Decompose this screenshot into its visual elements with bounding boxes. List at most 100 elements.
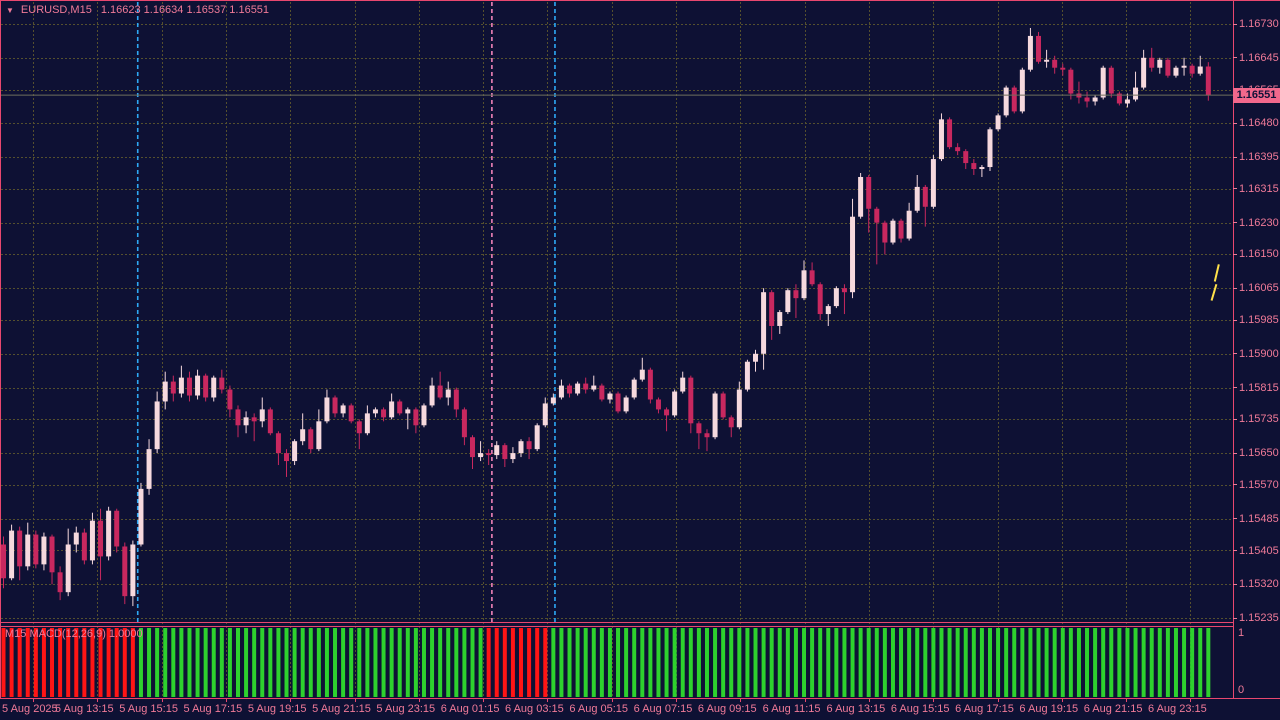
price-tick-label: 1.16730 xyxy=(1239,18,1279,30)
macd-bar xyxy=(292,628,297,697)
macd-bar xyxy=(1068,628,1073,697)
macd-bar xyxy=(753,628,758,697)
macd-bar xyxy=(478,628,483,697)
candle-body xyxy=(930,159,936,207)
candlestick-series xyxy=(1,27,1211,607)
macd-bar xyxy=(244,628,249,697)
macd-bar xyxy=(502,628,507,697)
trade-marker-icon xyxy=(1210,264,1220,301)
macd-bar xyxy=(114,628,119,697)
macd-bar xyxy=(195,628,200,697)
candle-body xyxy=(381,409,387,418)
macd-bar xyxy=(138,628,143,697)
price-tick xyxy=(1233,319,1237,321)
chevron-down-icon[interactable]: ▼ xyxy=(6,6,14,15)
price-tick-label: 1.15570 xyxy=(1239,478,1279,491)
candle-body xyxy=(647,369,653,400)
panel-splitter-bottom[interactable] xyxy=(0,626,1233,627)
time-tick xyxy=(740,698,742,702)
price-tick-label: 1.16480 xyxy=(1239,117,1279,130)
macd-bar xyxy=(187,628,192,697)
price-axis-border xyxy=(1233,0,1234,698)
candle-body xyxy=(316,421,322,450)
candle-body xyxy=(1205,66,1211,96)
macd-bar xyxy=(308,628,313,697)
candle-body xyxy=(89,520,95,561)
candle-body xyxy=(1011,87,1017,112)
panel-splitter-top[interactable] xyxy=(0,622,1233,623)
candle-body xyxy=(259,409,265,422)
time-tick-label: 6 Aug 09:15 xyxy=(697,703,757,715)
macd-bar xyxy=(203,628,208,697)
time-tick xyxy=(547,698,549,702)
price-tick-label: 1.16395 xyxy=(1239,151,1279,164)
price-tick-label: 1.16150 xyxy=(1239,248,1279,261)
time-tick xyxy=(161,698,163,702)
candle-body xyxy=(421,405,427,426)
candle-body xyxy=(453,389,459,410)
macd-bar xyxy=(284,628,289,697)
time-tick-label: 6 Aug 07:15 xyxy=(633,703,693,715)
candle-body xyxy=(284,453,290,462)
macd-bar xyxy=(745,628,750,697)
candle-body xyxy=(1068,69,1074,94)
candle-body xyxy=(445,389,451,398)
time-tick xyxy=(868,698,870,702)
candle-body xyxy=(267,409,273,434)
macd-bar xyxy=(510,628,515,697)
price-tick xyxy=(1233,353,1237,355)
candle-body xyxy=(1100,67,1106,98)
time-tick xyxy=(676,698,677,702)
candle-body xyxy=(526,441,532,450)
candle-body xyxy=(720,393,726,418)
time-tick xyxy=(354,698,356,702)
candle-body xyxy=(761,292,767,354)
candle-body xyxy=(510,453,516,460)
macd-bar xyxy=(373,628,378,697)
time-tick-label: 6 Aug 21:15 xyxy=(1083,703,1143,715)
candle-body xyxy=(769,292,775,326)
candle-body xyxy=(1189,65,1195,74)
candle-body xyxy=(599,385,605,400)
macd-bar xyxy=(664,628,669,697)
macd-bar xyxy=(890,628,895,697)
macd-bar xyxy=(486,628,491,697)
macd-bar xyxy=(987,628,992,697)
macd-bar xyxy=(858,628,863,697)
macd-bar xyxy=(802,628,807,697)
macd-bar xyxy=(656,628,661,697)
candle-body xyxy=(914,186,920,211)
macd-bar xyxy=(106,628,111,697)
macd-bar xyxy=(324,628,329,697)
macd-bar xyxy=(559,628,564,697)
macd-bar xyxy=(333,628,338,697)
candle-body xyxy=(162,381,168,402)
macd-bar xyxy=(826,628,831,697)
candle-body xyxy=(752,353,758,362)
macd-bar xyxy=(704,628,709,697)
macd-bar xyxy=(1157,628,1162,697)
candle-body xyxy=(130,544,136,597)
candle-body xyxy=(817,284,823,315)
candle-body xyxy=(1019,69,1025,112)
time-tick-label: 5 Aug 23:15 xyxy=(376,703,436,715)
macd-bar xyxy=(1085,628,1090,697)
price-tick-label: 1.15405 xyxy=(1239,544,1279,557)
candle-body xyxy=(841,288,847,293)
symbol-period-label: EURUSD,M15 xyxy=(20,4,92,16)
candle-body xyxy=(49,536,55,573)
macd-bar xyxy=(41,628,46,697)
candle-body xyxy=(591,385,597,390)
candle-body xyxy=(1165,59,1171,76)
candle-body xyxy=(866,176,872,209)
candle-body xyxy=(736,389,742,428)
price-tick xyxy=(1233,484,1237,486)
macd-bar xyxy=(1125,628,1130,697)
macd-bar xyxy=(9,628,14,697)
price-tick xyxy=(1233,156,1237,158)
candle-body xyxy=(785,290,791,313)
macd-bar xyxy=(1052,628,1057,697)
macd-bar xyxy=(874,628,879,697)
macd-bar xyxy=(1109,628,1114,697)
